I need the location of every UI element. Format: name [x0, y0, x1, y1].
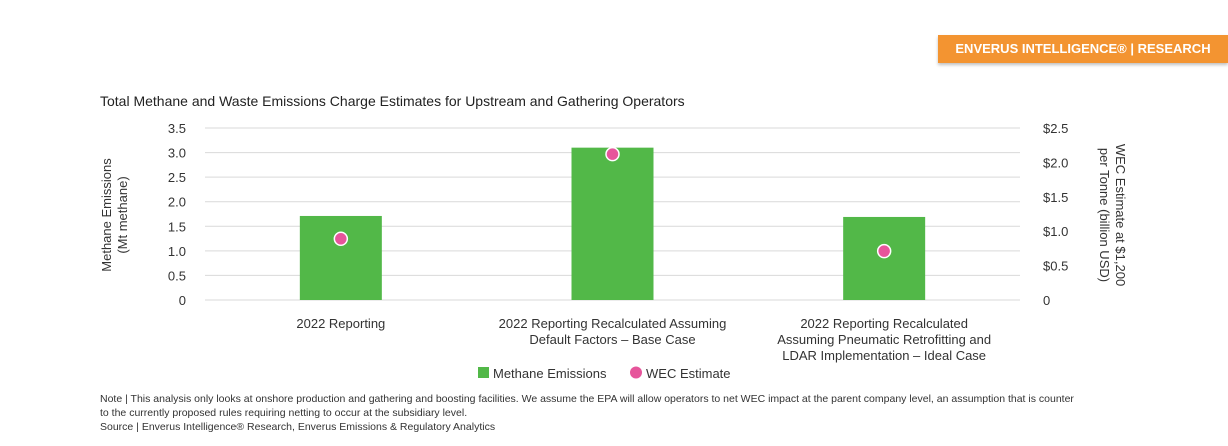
y-axis-label: Methane Emissions	[99, 158, 114, 272]
point-wec-estimate	[333, 231, 349, 247]
y-right-axis-label: WEC Estimate at $1,200	[1113, 144, 1128, 286]
y-tick-label: 1.5	[168, 219, 186, 234]
bar-methane-emissions	[571, 147, 654, 300]
y-tick-label: 0.5	[168, 268, 186, 283]
legend-swatch-methane	[478, 367, 489, 378]
y-tick-label: 0	[179, 293, 186, 308]
x-tick-label: 2022 Reporting	[296, 316, 385, 331]
y-right-tick-label: $1.5	[1043, 190, 1068, 205]
y-tick-label: 3.0	[168, 146, 186, 161]
y-axis-label: (Mt methane)	[115, 176, 130, 253]
legend-swatch-wec	[630, 366, 642, 379]
source-text: Source | Enverus Intelligence® Research,…	[100, 421, 496, 433]
enverus-research-banner: ENVERUS INTELLIGENCE® | RESEARCH	[938, 35, 1228, 63]
point-wec-estimate	[605, 146, 620, 162]
y-tick-label: 3.5	[168, 121, 186, 136]
x-tick-label: 2022 Reporting Recalculated Assuming	[499, 316, 727, 331]
chart-title: Total Methane and Waste Emissions Charge…	[100, 93, 685, 109]
note-text: Note | This analysis only looks at onsho…	[100, 393, 1074, 419]
y-tick-label: 2.0	[168, 195, 186, 210]
x-tick-label: LDAR Implementation – Ideal Case	[782, 348, 986, 363]
legend-label-wec: WEC Estimate	[646, 366, 731, 381]
point-wec-estimate	[876, 243, 892, 259]
footnote: Note | This analysis only looks at onsho…	[100, 392, 1080, 434]
y-right-tick-label: $0.5	[1043, 259, 1068, 274]
y-right-axis-label: per Tonne (billion USD)	[1097, 148, 1112, 282]
y-right-tick-label: $2.0	[1043, 155, 1068, 170]
x-tick-label: 2022 Reporting Recalculated	[800, 316, 968, 331]
legend-label-methane: Methane Emissions	[493, 366, 607, 381]
y-right-tick-label: $2.5	[1043, 121, 1068, 136]
x-tick-label: Assuming Pneumatic Retrofitting and	[777, 332, 991, 347]
bar-methane-emissions	[299, 215, 382, 300]
y-right-tick-label: 0	[1043, 293, 1050, 308]
bar-methane-emissions	[843, 216, 926, 300]
y-tick-label: 1.0	[168, 244, 186, 259]
x-tick-label: Default Factors – Base Case	[529, 332, 695, 347]
y-tick-label: 2.5	[168, 170, 186, 185]
y-right-tick-label: $1.0	[1043, 224, 1068, 239]
